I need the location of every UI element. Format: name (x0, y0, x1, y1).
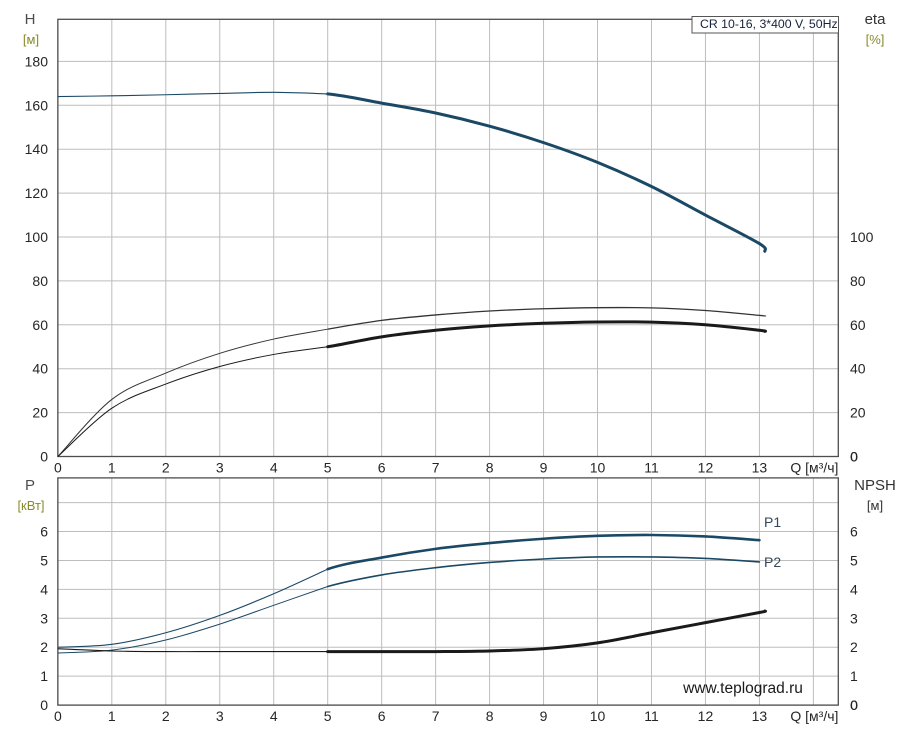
svg-text:2: 2 (850, 639, 858, 655)
svg-text:0: 0 (54, 708, 62, 724)
svg-text:NPSH: NPSH (854, 477, 896, 494)
svg-text:10: 10 (590, 460, 606, 476)
svg-text:40: 40 (850, 361, 866, 377)
svg-text:[м]: [м] (23, 32, 39, 47)
svg-text:1: 1 (850, 668, 858, 684)
svg-text:2: 2 (162, 708, 170, 724)
svg-text:1: 1 (108, 708, 116, 724)
svg-text:10: 10 (590, 708, 606, 724)
svg-text:P: P (25, 477, 35, 494)
svg-text:0: 0 (850, 697, 858, 713)
svg-text:5: 5 (40, 552, 48, 568)
svg-text:0: 0 (54, 460, 62, 476)
svg-text:12: 12 (698, 460, 714, 476)
svg-text:9: 9 (540, 460, 548, 476)
svg-text:5: 5 (850, 552, 858, 568)
svg-text:60: 60 (850, 317, 866, 333)
svg-text:3: 3 (216, 708, 224, 724)
svg-text:0: 0 (40, 449, 48, 465)
svg-text:8: 8 (486, 460, 494, 476)
svg-text:9: 9 (540, 708, 548, 724)
svg-text:7: 7 (432, 708, 440, 724)
svg-text:1: 1 (108, 460, 116, 476)
svg-text:11: 11 (644, 708, 659, 724)
svg-text:1: 1 (40, 668, 48, 684)
svg-text:120: 120 (25, 185, 49, 201)
svg-text:80: 80 (850, 273, 866, 289)
svg-text:160: 160 (25, 97, 49, 113)
svg-text:Q [м³/ч]: Q [м³/ч] (790, 460, 838, 476)
svg-text:[кВт]: [кВт] (17, 498, 44, 513)
svg-text:40: 40 (32, 361, 48, 377)
svg-text:4: 4 (270, 708, 278, 724)
svg-text:5: 5 (324, 460, 332, 476)
svg-text:H: H (25, 11, 36, 28)
svg-text:100: 100 (25, 229, 49, 245)
svg-text:6: 6 (40, 524, 48, 540)
svg-text:www.teplograd.ru: www.teplograd.ru (682, 680, 803, 697)
svg-text:20: 20 (850, 405, 866, 421)
svg-text:80: 80 (32, 273, 48, 289)
svg-text:[%]: [%] (866, 32, 885, 47)
svg-text:60: 60 (32, 317, 48, 333)
svg-text:4: 4 (270, 460, 278, 476)
svg-text:7: 7 (432, 460, 440, 476)
svg-text:eta: eta (865, 11, 887, 28)
svg-text:100: 100 (850, 229, 874, 245)
svg-text:CR 10-16, 3*400 V, 50Hz: CR 10-16, 3*400 V, 50Hz (700, 17, 838, 31)
svg-text:6: 6 (378, 460, 386, 476)
svg-text:140: 140 (25, 141, 49, 157)
svg-text:13: 13 (752, 460, 768, 476)
svg-text:[м]: [м] (867, 498, 883, 513)
svg-text:8: 8 (486, 708, 494, 724)
svg-text:3: 3 (40, 610, 48, 626)
svg-text:P1: P1 (764, 514, 781, 530)
svg-text:0: 0 (850, 449, 858, 465)
svg-text:5: 5 (324, 708, 332, 724)
svg-text:12: 12 (698, 708, 714, 724)
svg-text:Q [м³/ч]: Q [м³/ч] (790, 708, 838, 724)
svg-text:4: 4 (850, 581, 858, 597)
svg-text:3: 3 (850, 610, 858, 626)
svg-text:13: 13 (752, 708, 768, 724)
svg-text:6: 6 (378, 708, 386, 724)
svg-text:0: 0 (40, 697, 48, 713)
svg-text:180: 180 (25, 53, 49, 69)
svg-text:P2: P2 (764, 554, 781, 570)
svg-text:4: 4 (40, 581, 48, 597)
svg-text:11: 11 (644, 460, 659, 476)
svg-text:6: 6 (850, 524, 858, 540)
svg-text:20: 20 (32, 405, 48, 421)
svg-text:2: 2 (40, 639, 48, 655)
svg-text:2: 2 (162, 460, 170, 476)
svg-text:3: 3 (216, 460, 224, 476)
